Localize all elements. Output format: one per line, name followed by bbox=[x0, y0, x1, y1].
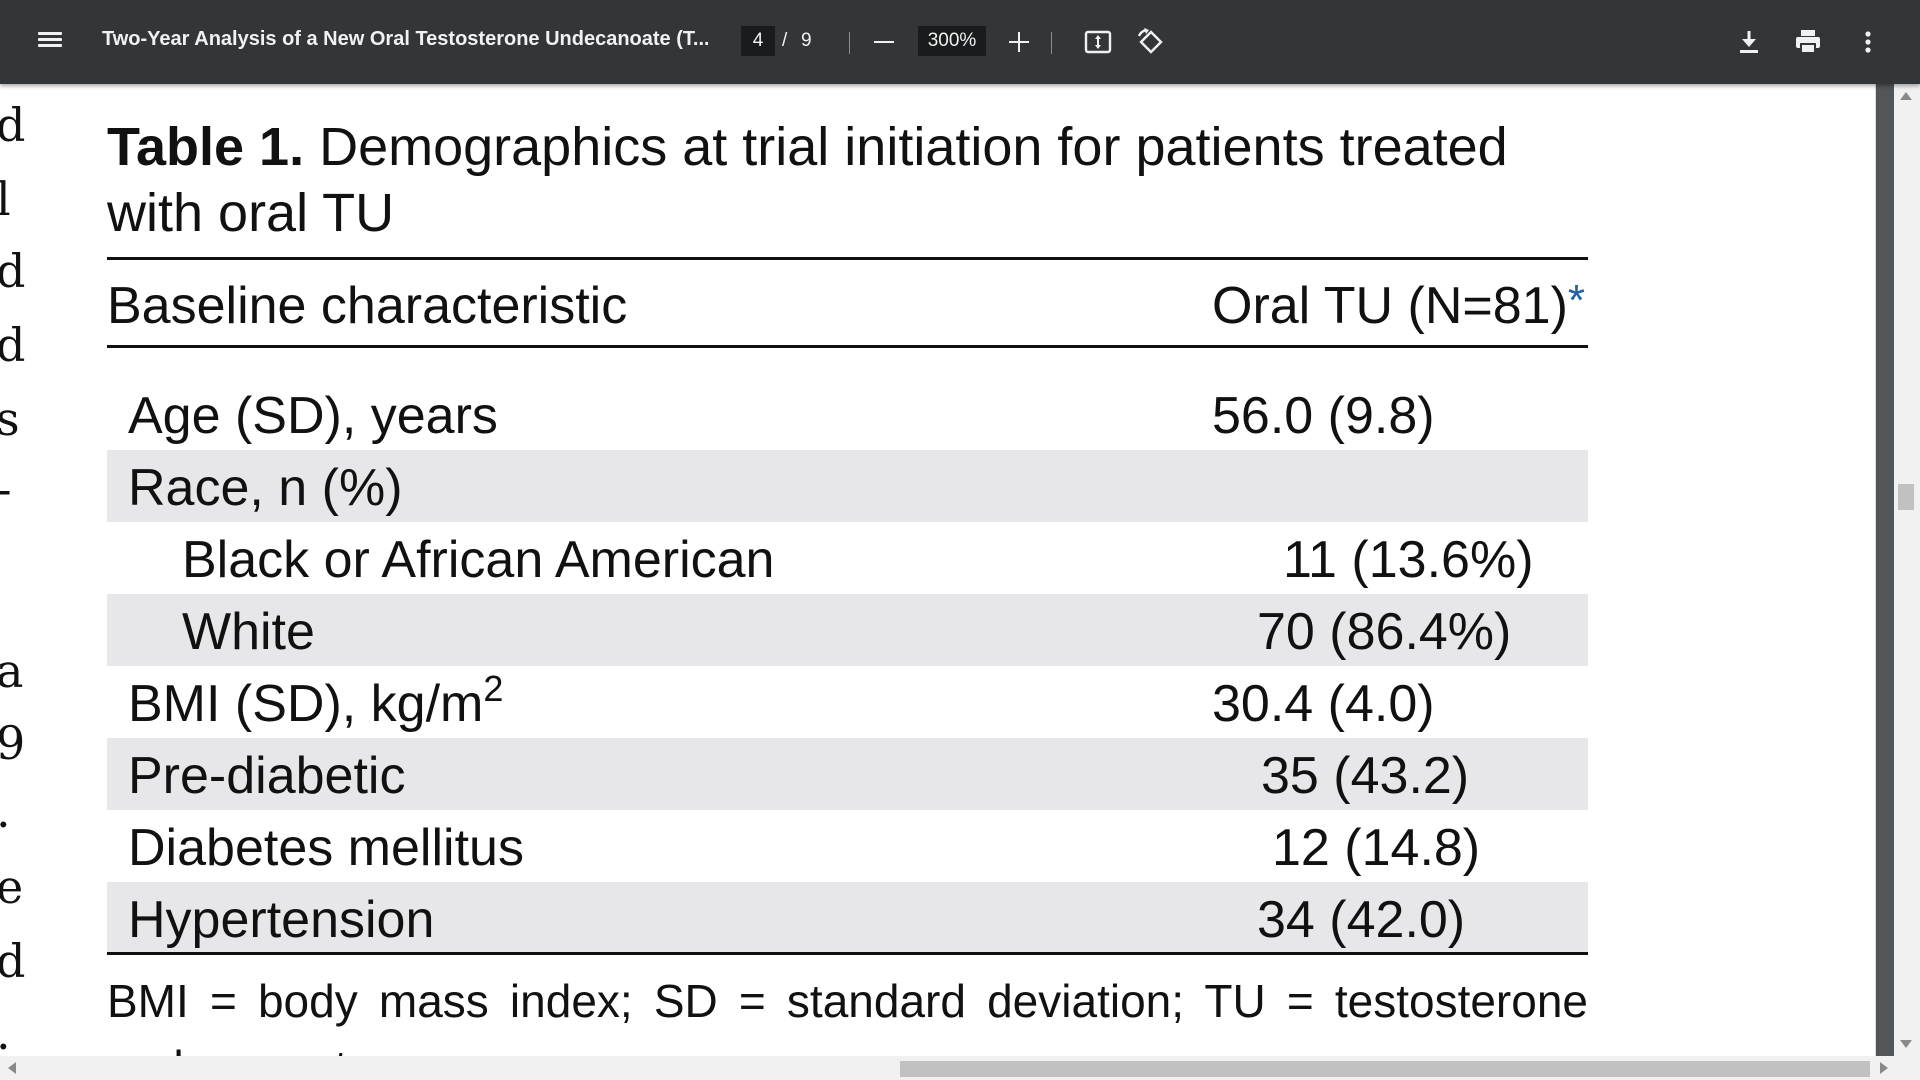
row-label: Diabetes mellitus bbox=[128, 819, 524, 877]
vertical-scroll-thumb[interactable] bbox=[1898, 484, 1914, 510]
more-options-icon[interactable] bbox=[1852, 26, 1884, 58]
table-row: Hypertension 34 (42.0) bbox=[107, 882, 1588, 954]
table-row: Pre-diabetic 35 (43.2) bbox=[107, 738, 1588, 810]
vertical-scrollbar[interactable] bbox=[1875, 84, 1920, 1056]
row-label: Age (SD), years bbox=[128, 387, 498, 445]
pdf-page: d l d d s - a 9 . e d . Table 1. Demogra… bbox=[0, 84, 1875, 1056]
table-header-row: Baseline characteristic Oral TU (N=81)* bbox=[107, 276, 1588, 340]
text-fragment: s bbox=[0, 392, 20, 446]
row-label: BMI (SD), kg/m2 bbox=[128, 668, 503, 734]
text-fragment: 9 bbox=[0, 716, 26, 770]
row-label: Pre-diabetic bbox=[128, 747, 406, 805]
row-label-text: BMI (SD), kg/m bbox=[128, 675, 484, 733]
row-label: Race, n (%) bbox=[128, 459, 403, 517]
text-fragment: a bbox=[0, 644, 24, 698]
horizontal-scrollbar[interactable] bbox=[0, 1056, 1920, 1080]
menu-icon[interactable] bbox=[36, 28, 64, 56]
header-value-text: Oral TU (N=81) bbox=[1212, 277, 1568, 335]
text-fragment: d bbox=[0, 934, 26, 988]
text-fragment: d bbox=[0, 98, 26, 152]
text-fragment: . bbox=[0, 784, 11, 838]
table-footnote: BMI = body mass index; SD = standard dev… bbox=[107, 975, 1588, 1056]
table-row: BMI (SD), kg/m2 30.4 (4.0) bbox=[107, 666, 1588, 738]
text-fragment: . bbox=[0, 1006, 11, 1056]
header-value: Oral TU (N=81)* bbox=[1212, 276, 1585, 336]
zoom-level-input[interactable] bbox=[918, 26, 986, 56]
row-value: 12 (14.8) bbox=[1272, 819, 1481, 877]
table-bottom-rule bbox=[107, 952, 1588, 955]
superscript: 2 bbox=[483, 668, 504, 709]
scroll-up-arrow-icon[interactable] bbox=[1900, 92, 1912, 100]
row-label: Black or African American bbox=[182, 531, 775, 589]
row-value: 30.4 (4.0) bbox=[1212, 675, 1435, 733]
table-header-rule bbox=[107, 345, 1588, 348]
footnote-asterisk[interactable]: * bbox=[1567, 276, 1586, 325]
text-fragment: d bbox=[0, 318, 26, 372]
table-row: Diabetes mellitus 12 (14.8) bbox=[107, 810, 1588, 882]
table-title: Table 1. Demographics at trial initiatio… bbox=[107, 114, 1587, 246]
row-value: 34 (42.0) bbox=[1257, 891, 1466, 949]
table-row: White 70 (86.4%) bbox=[107, 594, 1588, 666]
table-row: Age (SD), years 56.0 (9.8) bbox=[107, 378, 1588, 450]
table-top-rule bbox=[107, 257, 1588, 260]
text-fragment: d bbox=[0, 244, 26, 298]
row-value: 35 (43.2) bbox=[1261, 747, 1470, 805]
row-value: 70 (86.4%) bbox=[1257, 603, 1512, 661]
total-pages: 9 bbox=[801, 30, 812, 51]
pdf-toolbar: Two-Year Analysis of a New Oral Testoste… bbox=[0, 0, 1920, 84]
zoom-in-icon[interactable] bbox=[1006, 30, 1032, 54]
table-row: Black or African American 11 (13.6%) bbox=[107, 522, 1588, 594]
print-icon[interactable] bbox=[1792, 26, 1824, 58]
row-label: White bbox=[182, 603, 315, 661]
row-label: Hypertension bbox=[128, 891, 435, 949]
scroll-right-arrow-icon[interactable] bbox=[1880, 1062, 1888, 1074]
row-value: 56.0 (9.8) bbox=[1212, 387, 1435, 445]
fit-to-page-icon[interactable] bbox=[1082, 26, 1114, 58]
header-characteristic: Baseline characteristic bbox=[107, 277, 628, 335]
text-fragment: l bbox=[0, 172, 11, 226]
scroll-down-arrow-icon[interactable] bbox=[1900, 1040, 1912, 1048]
scroll-left-arrow-icon[interactable] bbox=[8, 1062, 16, 1074]
scrollbar-gutter bbox=[1876, 84, 1894, 1056]
table-caption: Demographics at trial initiation for pat… bbox=[107, 117, 1508, 243]
row-value: 11 (13.6%) bbox=[1283, 531, 1534, 589]
page-number-input[interactable] bbox=[741, 26, 775, 56]
text-fragment: - bbox=[0, 462, 12, 516]
table-row: Race, n (%) bbox=[107, 450, 1588, 522]
zoom-out-icon[interactable] bbox=[871, 30, 897, 54]
toolbar-divider bbox=[1051, 32, 1052, 54]
document-title: Two-Year Analysis of a New Oral Testoste… bbox=[102, 28, 708, 50]
text-fragment: e bbox=[0, 860, 24, 914]
toolbar-divider bbox=[849, 32, 850, 54]
rotate-icon[interactable] bbox=[1135, 26, 1167, 58]
table-label: Table 1. bbox=[107, 117, 305, 177]
download-icon[interactable] bbox=[1733, 26, 1765, 58]
page-separator: / bbox=[782, 30, 788, 51]
horizontal-scroll-thumb[interactable] bbox=[900, 1061, 1870, 1077]
